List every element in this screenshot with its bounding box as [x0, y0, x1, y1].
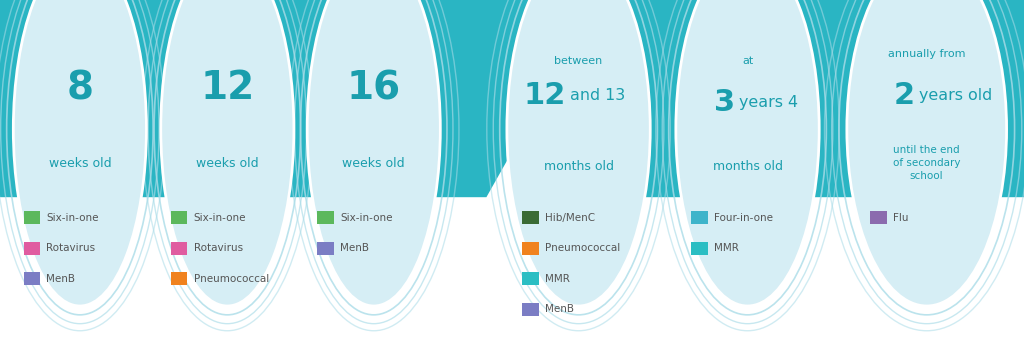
Text: Hib/MenC: Hib/MenC	[545, 212, 595, 223]
Text: Four-in-one: Four-in-one	[714, 212, 773, 223]
Text: Flu: Flu	[893, 212, 908, 223]
Text: Six-in-one: Six-in-one	[340, 212, 392, 223]
Text: annually from: annually from	[888, 49, 966, 60]
Text: MMR: MMR	[714, 243, 738, 253]
FancyBboxPatch shape	[522, 242, 539, 255]
Text: years 4: years 4	[739, 95, 799, 109]
Text: at: at	[742, 56, 753, 66]
Ellipse shape	[13, 0, 146, 306]
FancyBboxPatch shape	[24, 242, 40, 255]
Text: MenB: MenB	[545, 304, 573, 314]
Text: months old: months old	[544, 160, 613, 173]
Text: MenB: MenB	[46, 274, 75, 284]
FancyBboxPatch shape	[171, 211, 187, 224]
Text: MMR: MMR	[545, 274, 569, 284]
Text: MenB: MenB	[340, 243, 369, 253]
FancyBboxPatch shape	[522, 211, 539, 224]
Text: Pneumococcal: Pneumococcal	[545, 243, 620, 253]
Ellipse shape	[507, 0, 650, 306]
Text: 12: 12	[201, 69, 254, 107]
FancyBboxPatch shape	[24, 272, 40, 285]
Text: 8: 8	[67, 69, 93, 107]
Text: Rotavirus: Rotavirus	[194, 243, 243, 253]
Ellipse shape	[676, 0, 819, 306]
Text: 3: 3	[714, 87, 735, 117]
Text: Rotavirus: Rotavirus	[46, 243, 95, 253]
FancyBboxPatch shape	[317, 242, 334, 255]
Text: years old: years old	[919, 88, 992, 103]
Ellipse shape	[847, 0, 1007, 306]
Text: 12: 12	[524, 81, 566, 110]
FancyBboxPatch shape	[522, 303, 539, 316]
Text: months old: months old	[713, 160, 782, 173]
FancyBboxPatch shape	[317, 211, 334, 224]
Text: until the end
of secondary
school: until the end of secondary school	[893, 145, 961, 182]
FancyBboxPatch shape	[870, 211, 887, 224]
Text: 2: 2	[893, 81, 914, 110]
FancyBboxPatch shape	[691, 211, 708, 224]
FancyBboxPatch shape	[171, 272, 187, 285]
Text: weeks old: weeks old	[48, 157, 112, 170]
Text: Six-in-one: Six-in-one	[194, 212, 246, 223]
Polygon shape	[0, 0, 1024, 197]
FancyBboxPatch shape	[171, 242, 187, 255]
Text: Six-in-one: Six-in-one	[46, 212, 98, 223]
Text: weeks old: weeks old	[342, 157, 406, 170]
Text: Pneumococcal: Pneumococcal	[194, 274, 268, 284]
FancyBboxPatch shape	[24, 211, 40, 224]
Ellipse shape	[307, 0, 440, 306]
Text: 16: 16	[347, 69, 400, 107]
FancyBboxPatch shape	[522, 272, 539, 285]
FancyBboxPatch shape	[691, 242, 708, 255]
Text: weeks old: weeks old	[196, 157, 259, 170]
Ellipse shape	[161, 0, 294, 306]
Text: between: between	[554, 56, 603, 66]
Text: and 13: and 13	[570, 88, 626, 103]
